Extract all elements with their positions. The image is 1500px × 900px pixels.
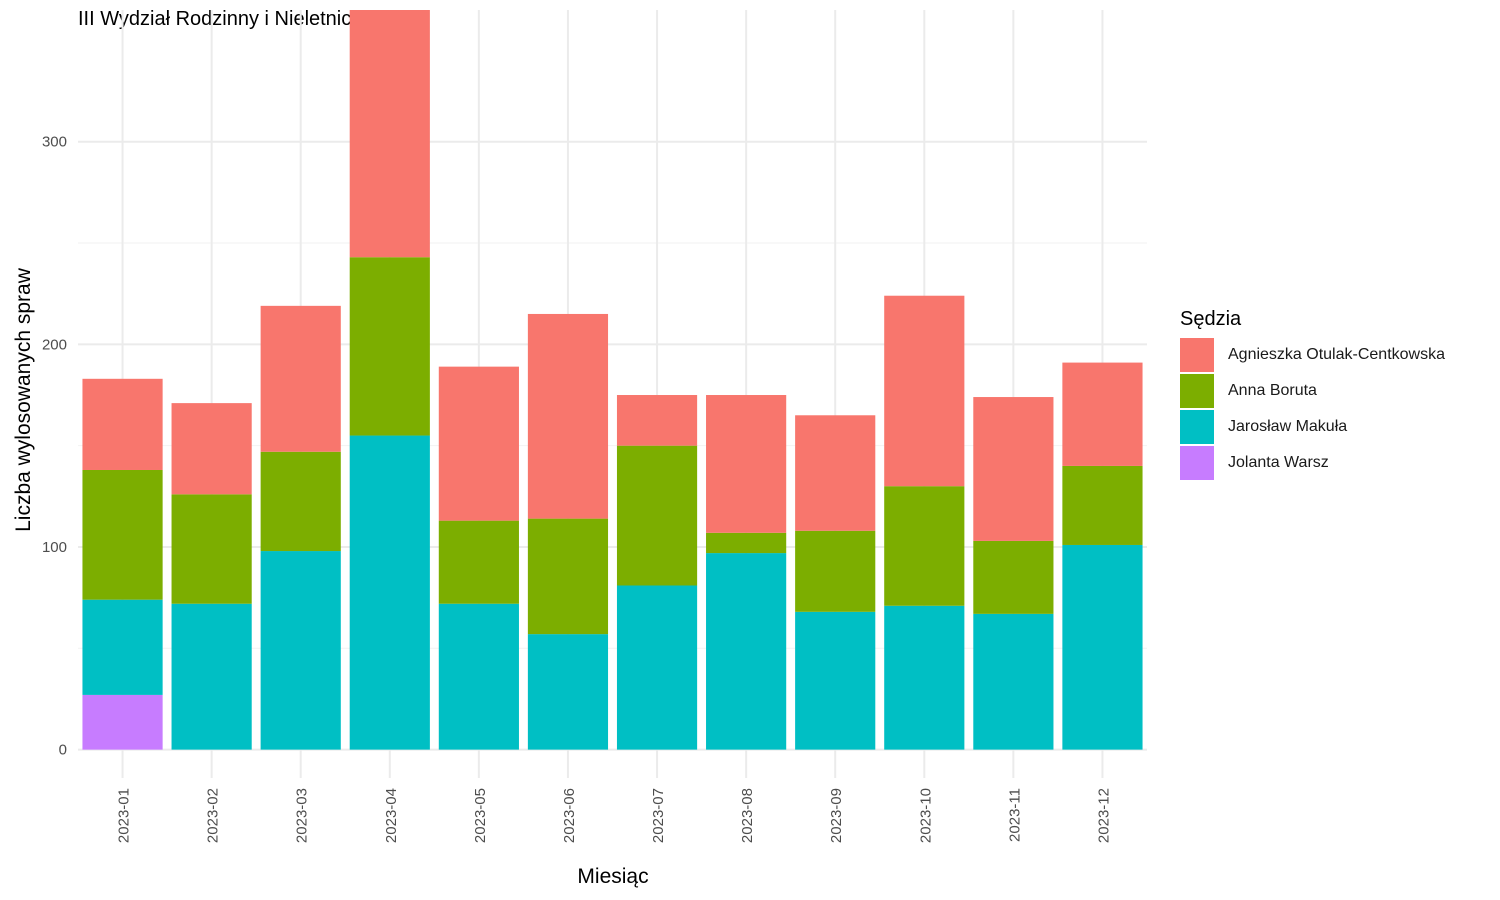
y-tick-label: 200 bbox=[42, 336, 67, 353]
bar-segment bbox=[349, 257, 430, 436]
y-tick-label: 300 bbox=[42, 134, 67, 151]
bar-segment bbox=[82, 469, 163, 600]
bar-segment bbox=[438, 520, 519, 604]
bar-segment bbox=[82, 599, 163, 695]
legend-label: Jolanta Warsz bbox=[1228, 454, 1329, 471]
bar-segment bbox=[82, 378, 163, 470]
legend-item: Jarosław Makuła bbox=[1180, 409, 1445, 445]
x-tick-label: 2023-12 bbox=[1095, 788, 1112, 843]
bar-segment bbox=[795, 415, 876, 531]
bar-segment bbox=[706, 532, 787, 554]
bar-segment bbox=[884, 605, 965, 750]
bar-segment bbox=[1062, 362, 1143, 466]
legend-item: Agnieszka Otulak-Centkowska bbox=[1180, 337, 1445, 373]
x-tick-label: 2023-02 bbox=[205, 788, 222, 843]
bar-segment bbox=[260, 305, 341, 452]
legend-label: Anna Boruta bbox=[1228, 382, 1317, 399]
bar-segment bbox=[884, 295, 965, 487]
legend-label: Agnieszka Otulak-Centkowska bbox=[1228, 346, 1445, 363]
legend: Sędzia Agnieszka Otulak-Centkowska Anna B… bbox=[1180, 308, 1445, 481]
bar-segment bbox=[1062, 544, 1143, 750]
legend-swatch bbox=[1180, 446, 1214, 480]
y-axis-label: Liczba wylosowanych spraw bbox=[12, 268, 35, 532]
bar-segment bbox=[973, 613, 1054, 750]
bar-segment bbox=[527, 634, 609, 750]
legend-swatch bbox=[1180, 374, 1214, 408]
bar-segment bbox=[1062, 465, 1143, 545]
legend-title: Sędzia bbox=[1180, 308, 1242, 330]
bar-segment bbox=[884, 486, 965, 606]
bar-segment bbox=[973, 397, 1054, 541]
x-tick-label: 2023-06 bbox=[561, 788, 578, 843]
legend-item: Anna Boruta bbox=[1180, 373, 1445, 409]
x-tick-label: 2023-03 bbox=[294, 788, 311, 843]
x-tick-label: 2023-01 bbox=[116, 788, 133, 843]
bar-segment bbox=[260, 551, 341, 750]
bar-segment bbox=[706, 553, 787, 750]
bar-segment bbox=[349, 435, 430, 750]
bar-segment bbox=[349, 10, 430, 258]
legend-items: Agnieszka Otulak-Centkowska Anna Boruta Ja… bbox=[1180, 337, 1445, 481]
bar-segment bbox=[616, 445, 698, 586]
x-tick-label: 2023-04 bbox=[383, 788, 400, 843]
bar-segment bbox=[616, 585, 698, 750]
bar-segment bbox=[171, 494, 252, 604]
bar-segment bbox=[82, 694, 163, 750]
bar-segment bbox=[795, 530, 876, 612]
bar-segment bbox=[171, 603, 252, 750]
x-tick-label: 2023-08 bbox=[739, 788, 756, 843]
bar-segment bbox=[527, 518, 609, 635]
legend-label: Jarosław Makuła bbox=[1228, 418, 1348, 435]
x-tick-label: 2023-09 bbox=[828, 788, 845, 843]
bar-segment bbox=[171, 403, 252, 495]
bar-segment bbox=[438, 603, 519, 750]
x-tick-label: 2023-07 bbox=[650, 788, 667, 843]
chart-title: III Wydział Rodzinny i Nieletnich bbox=[78, 8, 363, 30]
legend-swatch bbox=[1180, 410, 1214, 444]
bar-segment bbox=[260, 451, 341, 552]
bar-segment bbox=[973, 540, 1054, 614]
x-tick-label: 2023-11 bbox=[1006, 788, 1023, 842]
bar-segment bbox=[795, 611, 876, 750]
legend-swatch bbox=[1180, 338, 1214, 372]
y-tick-label: 100 bbox=[42, 539, 67, 556]
x-tick-label: 2023-10 bbox=[917, 788, 934, 843]
x-tick-label: 2023-05 bbox=[472, 788, 489, 843]
bar-segment bbox=[527, 313, 609, 519]
bar-segment bbox=[616, 395, 698, 446]
bar-segment bbox=[706, 395, 787, 533]
legend-item: Jolanta Warsz bbox=[1180, 445, 1445, 481]
x-axis-label: Miesiąc bbox=[577, 865, 649, 888]
y-tick-label: 0 bbox=[59, 742, 67, 759]
bar-segment bbox=[438, 366, 519, 521]
